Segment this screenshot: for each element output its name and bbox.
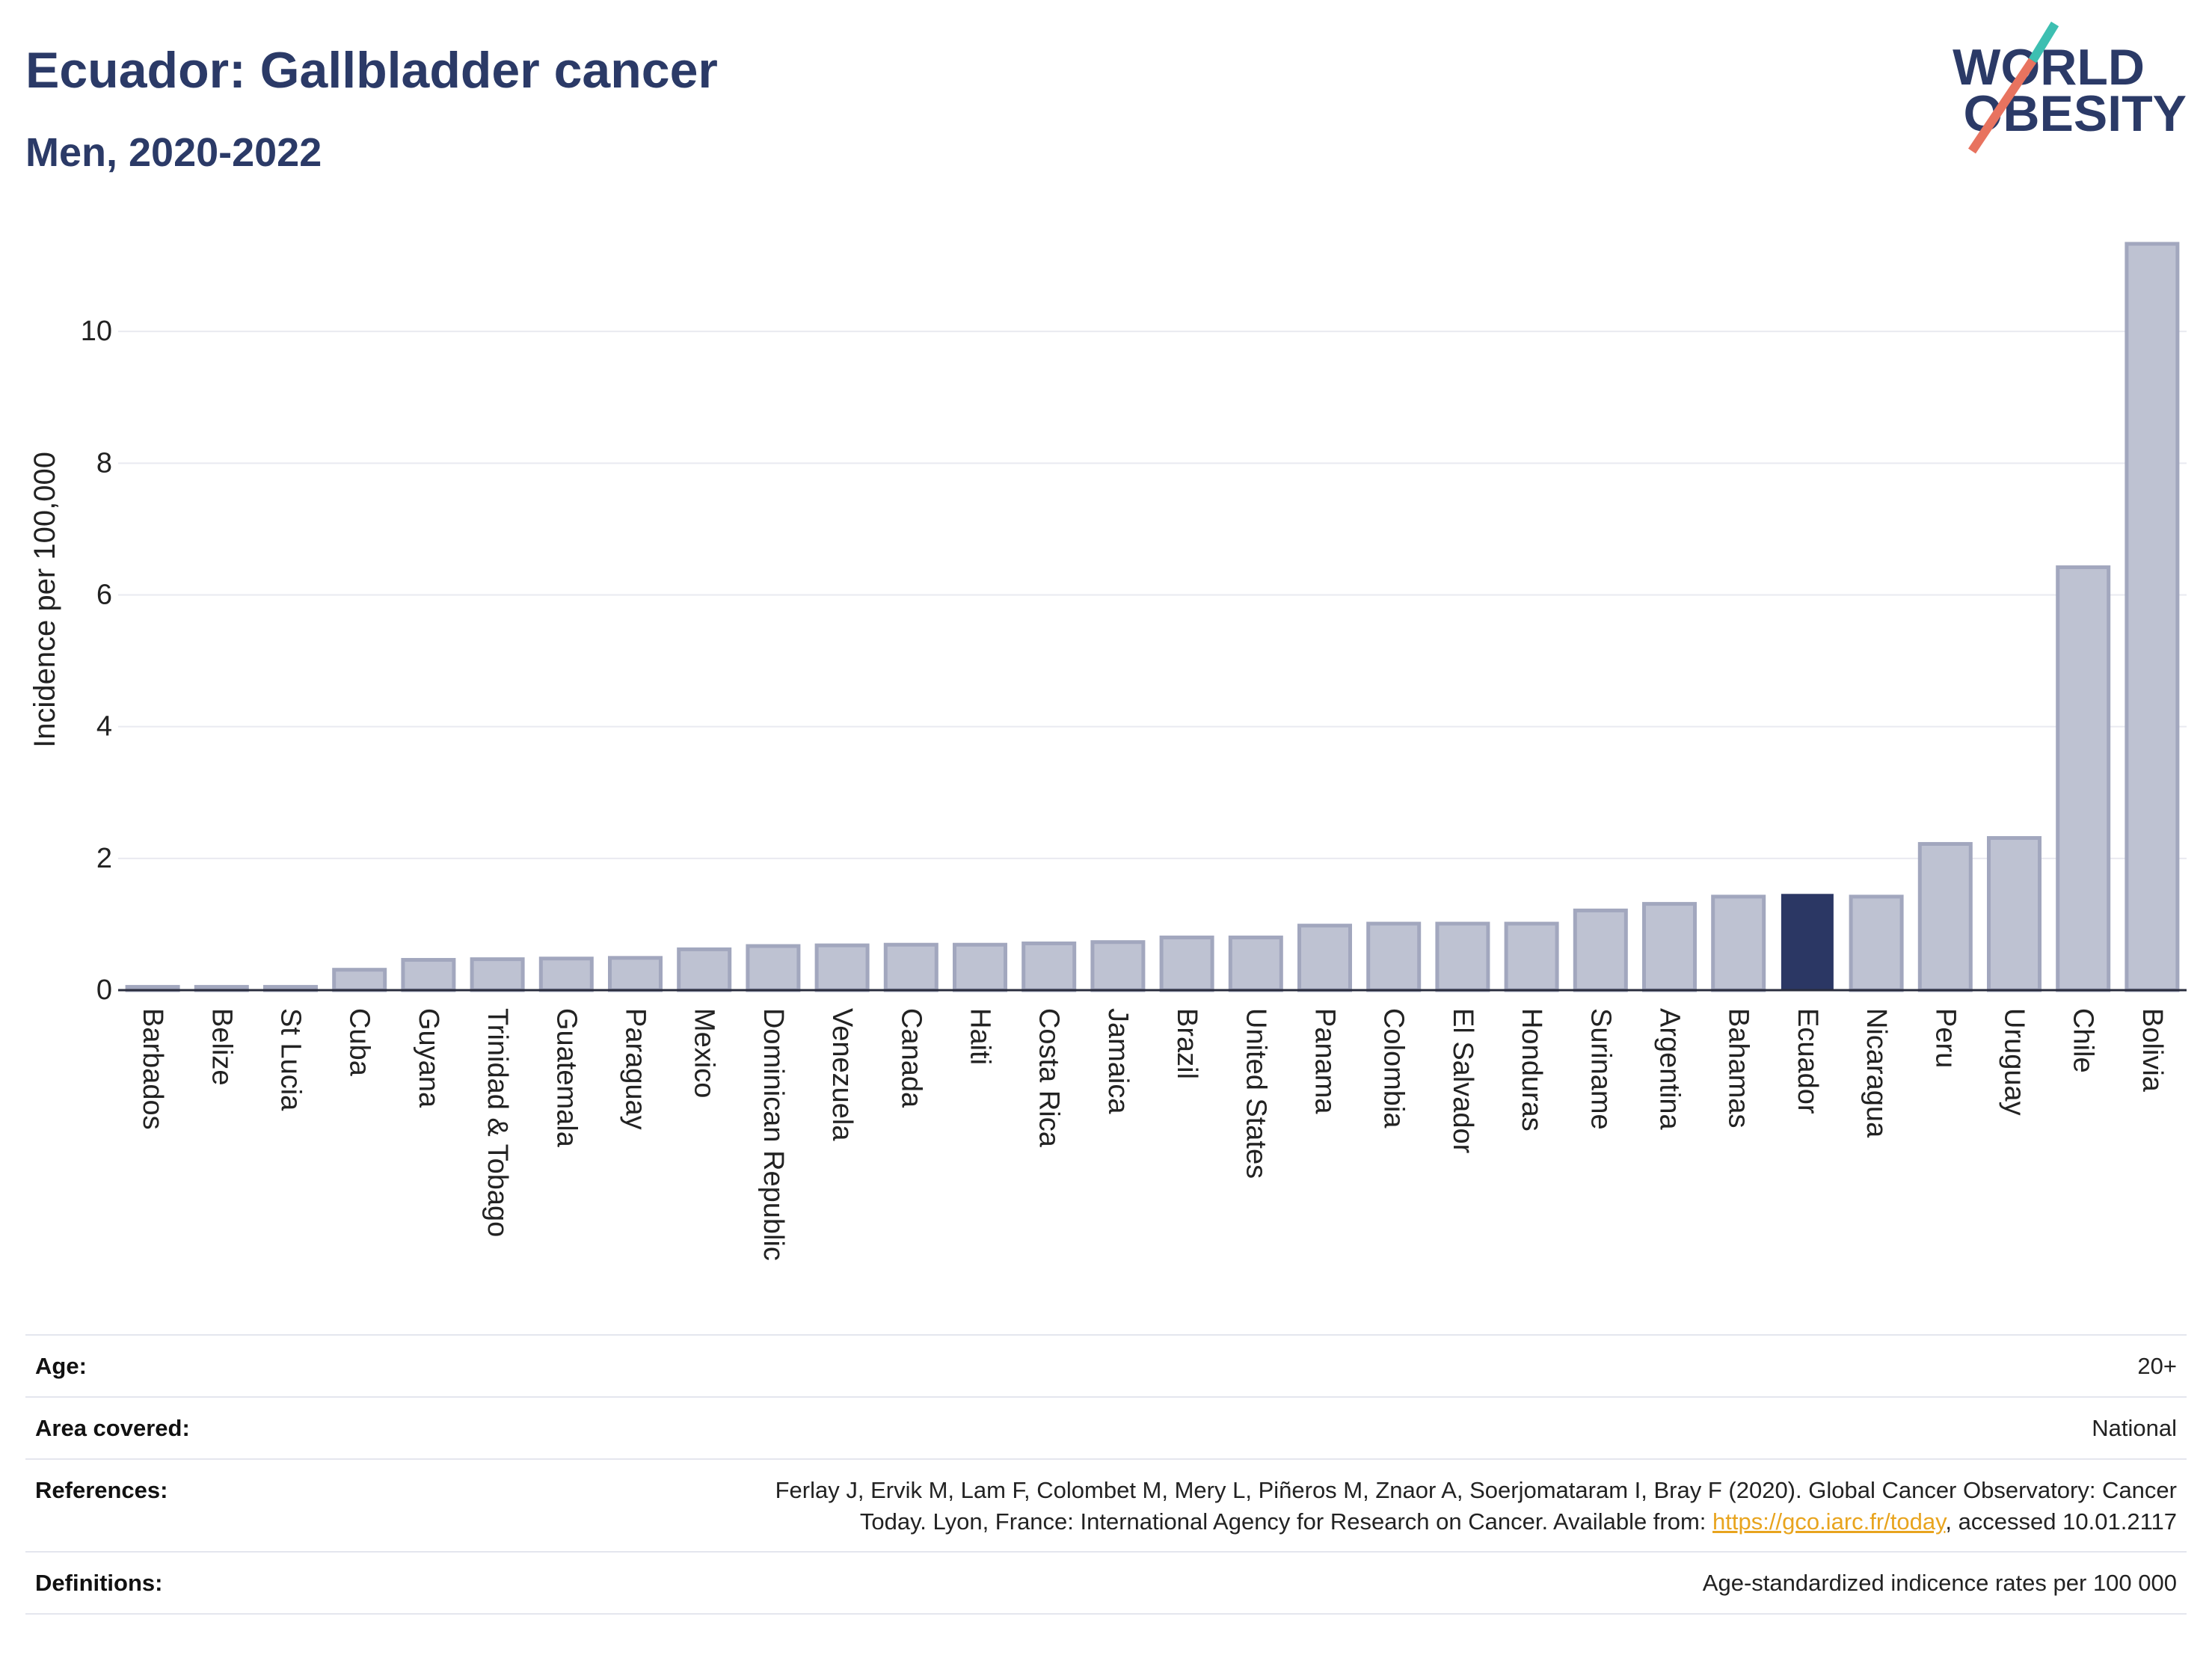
x-tick-label: Venezuela	[826, 1008, 858, 1141]
bar	[608, 956, 663, 992]
y-tick-label: 6	[96, 580, 112, 611]
y-tick-label: 10	[81, 316, 112, 347]
logo-word-world: WORLD	[1953, 39, 2145, 96]
logo-slash-coral	[1968, 58, 2036, 154]
x-tick-label: Costa Rica	[1033, 1008, 1065, 1148]
bar	[2125, 242, 2180, 992]
chart-title: Ecuador: Gallbladder cancer	[25, 42, 718, 99]
y-tick-label: 8	[96, 447, 112, 479]
references-label: References:	[35, 1477, 168, 1503]
area-covered-value: National	[2092, 1414, 2177, 1441]
x-tick-label: Brazil	[1171, 1008, 1202, 1079]
bar	[677, 947, 732, 992]
bar	[332, 968, 387, 992]
x-tick-label: Guatemala	[550, 1008, 582, 1148]
y-axis-title: Incidence per 100,000	[28, 452, 61, 748]
x-tick-label: Suriname	[1585, 1008, 1616, 1130]
x-tick-label: Barbados	[137, 1008, 168, 1130]
bar	[470, 957, 525, 992]
x-tick-labels: Barbados Belize St Lucia Cuba Guyana Trinidad…	[137, 1008, 2168, 1261]
bar	[1573, 908, 1628, 992]
chart-subtitle: Men, 2020-2022	[25, 130, 322, 175]
info-table: Age: 20+ Area covered: National Referenc…	[25, 1334, 2187, 1615]
references-text: Today. Lyon, France: International Agenc…	[859, 1508, 1713, 1535]
bar	[1159, 936, 1214, 992]
x-tick-label: Bolivia	[2136, 1008, 2168, 1093]
x-tick-label: El Salvador	[1447, 1008, 1478, 1154]
x-tick-label: Uruguay	[1999, 1008, 2030, 1116]
info-row-references: References: Ferlay J, Ervik M, Lam F, Co…	[25, 1458, 2187, 1551]
x-tick-label: Chile	[2068, 1008, 2099, 1073]
world-obesity-logo: WORLD OBESITY	[1953, 21, 2187, 154]
bar	[953, 942, 1007, 992]
x-tick-label: Trinidad & Tobago	[482, 1008, 513, 1237]
references-value: Ferlay J, Ervik M, Lam F, Colombet M, Me…	[775, 1475, 2177, 1538]
bar	[1090, 940, 1146, 992]
x-tick-label: Paraguay	[620, 1008, 651, 1130]
definitions-value: Age-standardized indicence rates per 100…	[1702, 1569, 2177, 1596]
x-tick-label: Bahamas	[1723, 1008, 1754, 1129]
x-tick-label: Ecuador	[1792, 1008, 1823, 1114]
x-tick-label: Guyana	[413, 1008, 444, 1108]
bar	[538, 957, 594, 992]
bar	[1366, 921, 1422, 992]
bar	[883, 942, 938, 992]
x-tick-label: Panama	[1309, 1008, 1341, 1114]
reference-link[interactable]: https://gco.iarc.fr/today	[1712, 1508, 1946, 1535]
x-tick-label: Canada	[895, 1008, 927, 1108]
bar	[1504, 921, 1559, 992]
bar	[814, 943, 870, 992]
references-accessed: , accessed 10.01.2117	[1945, 1508, 2177, 1535]
x-tick-label: Nicaragua	[1861, 1008, 1892, 1138]
bar	[1297, 924, 1352, 992]
x-tick-label: Argentina	[1654, 1008, 1686, 1131]
y-tick-label: 2	[96, 843, 112, 874]
bar	[1228, 936, 1283, 992]
age-label: Age:	[35, 1352, 87, 1379]
x-tick-label: Mexico	[689, 1008, 720, 1098]
y-tick-labels: 0 2 4 6 8 10	[81, 316, 112, 1006]
bar	[1987, 836, 2042, 992]
info-row-definitions: Definitions: Age-standardized indicence …	[25, 1551, 2187, 1615]
x-tick-label: Belize	[206, 1008, 237, 1086]
x-tick-label: Jamaica	[1102, 1008, 1134, 1114]
area-covered-label: Area covered:	[35, 1414, 190, 1441]
bar	[401, 957, 456, 992]
age-value: 20+	[2137, 1352, 2177, 1379]
bar	[746, 944, 801, 992]
bar	[1711, 894, 1766, 992]
bar	[1021, 941, 1077, 992]
bar	[1849, 894, 1904, 992]
x-tick-label: Cuba	[344, 1008, 375, 1077]
gridlines	[118, 331, 2187, 859]
x-tick-label: Haiti	[965, 1008, 996, 1065]
x-tick-label: Peru	[1929, 1008, 1961, 1068]
y-tick-label: 0	[96, 974, 112, 1006]
bar	[1642, 902, 1697, 992]
x-tick-label: United States	[1240, 1008, 1271, 1179]
y-tick-label: 4	[96, 711, 112, 743]
references-line-2: Today. Lyon, France: International Agenc…	[775, 1506, 2177, 1538]
bars	[125, 242, 2180, 992]
references-line-1: Ferlay J, Ervik M, Lam F, Colombet M, Me…	[775, 1477, 2177, 1503]
bar-chart: 0 2 4 6 8 10 Barbados Belize St Lucia Cuba Guyana…	[28, 242, 2187, 1261]
info-row-area: Area covered: National	[25, 1396, 2187, 1458]
logo-slash-teal	[2028, 21, 2059, 64]
bar	[2056, 565, 2111, 992]
bar	[1917, 841, 1973, 992]
bar-highlighted	[1781, 894, 1834, 992]
info-row-age: Age: 20+	[25, 1334, 2187, 1396]
x-tick-label: Honduras	[1516, 1008, 1547, 1132]
x-tick-label: St Lucia	[275, 1008, 307, 1111]
x-tick-label: Dominican Republic	[758, 1008, 789, 1261]
definitions-label: Definitions:	[35, 1569, 163, 1596]
bar	[1435, 921, 1490, 992]
x-tick-label: Colombia	[1378, 1008, 1410, 1129]
